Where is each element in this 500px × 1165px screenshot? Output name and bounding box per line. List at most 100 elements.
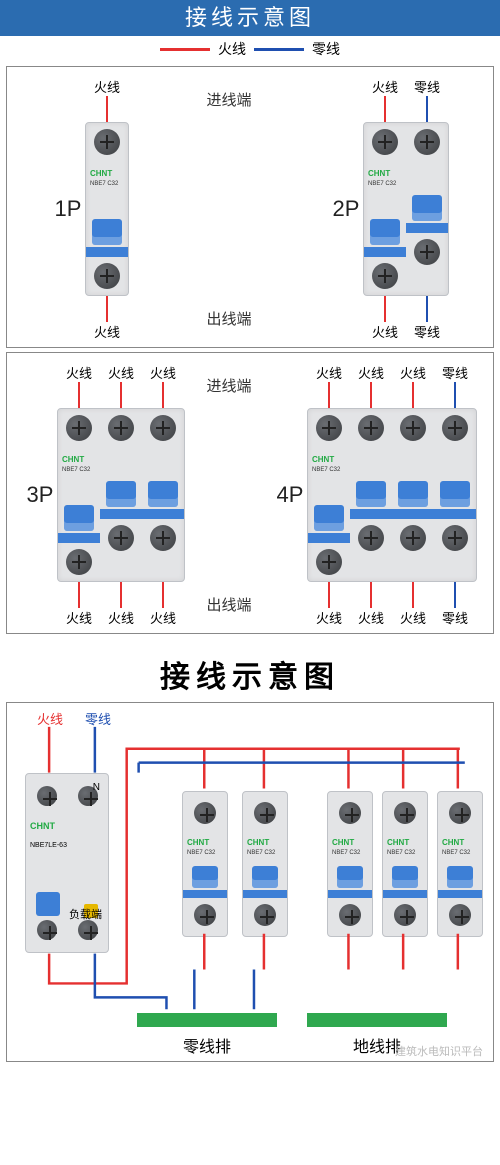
switch-lever [192, 866, 218, 888]
wl: 火线 [364, 77, 406, 96]
switch-lever [106, 481, 136, 507]
switch-lever [92, 219, 122, 245]
screw-icon [194, 904, 216, 926]
wl: 零线 [434, 608, 476, 627]
wl: 零线 [406, 322, 448, 341]
screw-icon [394, 904, 416, 926]
screw-icon [108, 525, 134, 551]
switch-lever [412, 195, 442, 221]
panel-3p-4p: 3P 火线火线火线 CHNTNBE7 C32 火线火线火线 进线端 出线端 4P… [6, 352, 494, 634]
mcb-3: CHNT NBE7 C32 [327, 791, 373, 937]
label-3p: 3P [23, 482, 57, 508]
label-2p: 2P [329, 196, 363, 222]
screw-icon [449, 904, 471, 926]
wl: 火线 [58, 363, 100, 382]
breaker-4p: CHNTNBE7 C32 [307, 408, 477, 582]
switch-lever [337, 866, 363, 888]
screw-icon [442, 525, 468, 551]
screw-icon [358, 525, 384, 551]
mcb-4: CHNTNBE7 C32 [382, 791, 428, 937]
switch-lever [392, 866, 418, 888]
wl: 零线 [406, 77, 448, 96]
screw-icon [37, 920, 57, 940]
screw-icon [372, 129, 398, 155]
screw-icon [254, 802, 276, 824]
screw-icon [372, 263, 398, 289]
switch-lever [148, 481, 178, 507]
breaker-1p: CHNTNBE7 C32 [85, 122, 129, 296]
wl: 火线 [86, 322, 128, 341]
neutral-busbar [137, 1013, 277, 1027]
switch-lever [398, 481, 428, 507]
switch-lever [36, 892, 60, 916]
screw-icon [94, 129, 120, 155]
in-live-label: 火线 [37, 709, 63, 728]
wl: 零线 [434, 363, 476, 382]
screw-icon [400, 415, 426, 441]
screw-icon [78, 920, 98, 940]
switch-lever [370, 219, 400, 245]
legend-live-line [160, 48, 210, 51]
earth-busbar [307, 1013, 447, 1027]
switch-lever [356, 481, 386, 507]
legend: 火线 零线 [0, 36, 500, 62]
wl: 火线 [86, 77, 128, 96]
screw-icon [449, 802, 471, 824]
label-in: 进线端 [205, 89, 253, 110]
wl: 火线 [308, 363, 350, 382]
watermark: 建筑水电知识平台 [395, 1043, 483, 1059]
wl: 火线 [142, 363, 184, 382]
wl: 火线 [308, 608, 350, 627]
model-text: NBE7 C32 [332, 850, 370, 856]
screw-icon [254, 904, 276, 926]
wl: 火线 [142, 608, 184, 627]
breaker-3p: CHNTNBE7 C32 [57, 408, 185, 582]
brand-text: CHNT [90, 169, 112, 178]
brand-text: CHNT [387, 838, 409, 847]
brand-text: CHNT [30, 821, 55, 831]
group-4p: 火线火线火线零线 CHNTNBE7 C32 火线火线火线零线 [307, 363, 477, 627]
in-neutral-label: 零线 [85, 709, 111, 728]
group-3p: 火线火线火线 CHNTNBE7 C32 火线火线火线 [57, 363, 185, 627]
breaker-2p: CHNTNBE7 C32 [363, 122, 449, 296]
screw-icon [150, 415, 176, 441]
wl: 火线 [350, 608, 392, 627]
brand-text: CHNT [368, 169, 390, 178]
label-1p: 1P [51, 196, 85, 222]
n-mark: N [93, 782, 100, 793]
switch-lever [440, 481, 470, 507]
wl: 火线 [364, 322, 406, 341]
mcb-2: CHNTNBE7 C32 [242, 791, 288, 937]
bottom-title: 接线示意图 [0, 652, 500, 696]
wl: 火线 [100, 608, 142, 627]
label-out: 出线端 [205, 594, 253, 615]
screw-icon [394, 802, 416, 824]
screw-icon [442, 415, 468, 441]
header-title-bar: 接线示意图 [0, 0, 500, 36]
model-text: NBE7 C32 [187, 850, 225, 856]
screw-icon [414, 239, 440, 265]
screw-icon [358, 415, 384, 441]
wl: 火线 [350, 363, 392, 382]
screw-icon [150, 525, 176, 551]
brand-text: CHNT [187, 838, 209, 847]
group-1p: 火线 CHNTNBE7 C32 火线 [85, 77, 129, 341]
switch-lever [447, 866, 473, 888]
label-4p: 4P [273, 482, 307, 508]
rcbo-main: N CHNTNBE7LE-63 负载端 [25, 773, 109, 953]
screw-icon [339, 904, 361, 926]
label-out: 出线端 [205, 308, 253, 329]
screw-icon [316, 415, 342, 441]
brand-text: CHNT [247, 838, 269, 847]
screw-icon [94, 263, 120, 289]
label-in: 进线端 [205, 375, 253, 396]
brand-text: CHNT [332, 838, 354, 847]
brand-text: CHNT [442, 838, 464, 847]
brand-text: CHNT [62, 455, 84, 464]
switch-lever [314, 505, 344, 531]
mcb-1: CHNT NBE7 C32 [182, 791, 228, 937]
neutral-busbar-label: 零线排 [137, 1033, 277, 1057]
panel-1p-2p: 1P 火线 CHNTNBE7 C32 火线 进线端 出线端 2P [6, 66, 494, 348]
screw-icon [66, 415, 92, 441]
wl: 火线 [392, 608, 434, 627]
